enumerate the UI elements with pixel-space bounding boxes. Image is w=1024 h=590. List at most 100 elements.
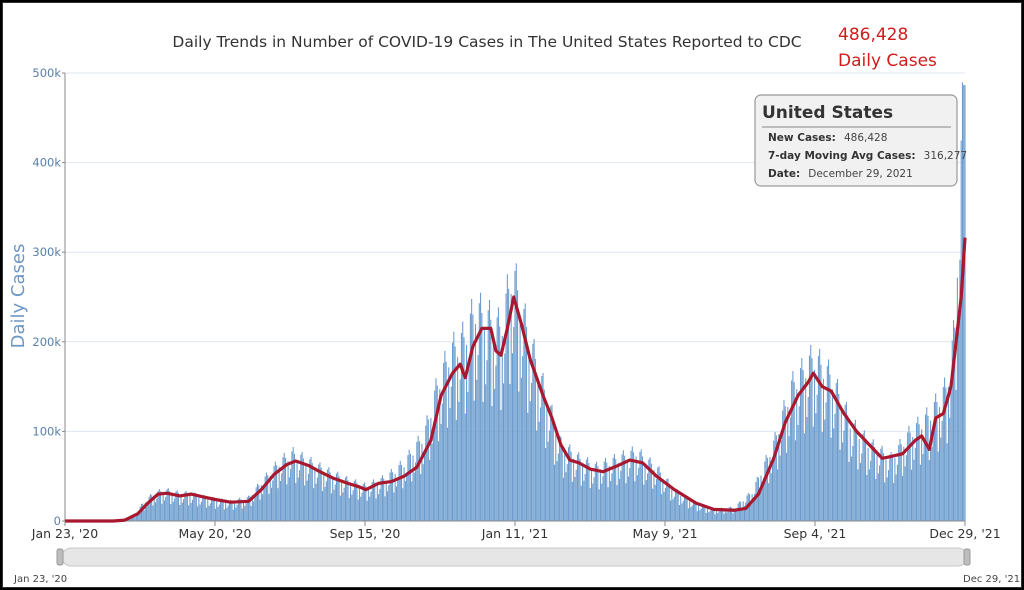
bar[interactable]: [653, 469, 655, 521]
bar[interactable]: [728, 507, 730, 521]
bar[interactable]: [641, 456, 644, 521]
bar[interactable]: [385, 480, 387, 521]
bar[interactable]: [691, 505, 693, 521]
navigator-track[interactable]: [61, 547, 968, 567]
bar[interactable]: [265, 472, 267, 521]
bar[interactable]: [147, 503, 149, 521]
bar[interactable]: [669, 500, 672, 521]
bar[interactable]: [564, 452, 566, 521]
bar[interactable]: [459, 379, 461, 521]
bar[interactable]: [622, 450, 624, 521]
bar[interactable]: [302, 458, 304, 521]
bar[interactable]: [520, 377, 522, 521]
bar[interactable]: [629, 468, 631, 521]
bar[interactable]: [649, 457, 651, 521]
bar[interactable]: [701, 505, 703, 521]
bar[interactable]: [692, 501, 694, 521]
bar[interactable]: [868, 469, 870, 521]
bar[interactable]: [487, 310, 489, 521]
bar[interactable]: [843, 430, 845, 521]
bar[interactable]: [492, 336, 494, 521]
bar[interactable]: [783, 400, 785, 521]
bar[interactable]: [621, 454, 623, 521]
bar[interactable]: [314, 468, 316, 521]
bar[interactable]: [316, 477, 318, 521]
bar[interactable]: [258, 485, 260, 521]
bar[interactable]: [444, 350, 446, 521]
bar[interactable]: [807, 396, 809, 521]
bar[interactable]: [431, 443, 433, 521]
bar[interactable]: [765, 455, 767, 521]
bar[interactable]: [852, 445, 854, 521]
bar[interactable]: [714, 514, 716, 521]
bar[interactable]: [260, 485, 262, 521]
bar[interactable]: [211, 498, 213, 521]
bar[interactable]: [777, 469, 779, 521]
bar[interactable]: [536, 430, 538, 522]
bar-series-new-cases[interactable]: [114, 82, 966, 522]
bar[interactable]: [755, 482, 757, 521]
bar[interactable]: [194, 492, 196, 521]
bar[interactable]: [389, 472, 391, 521]
bar[interactable]: [163, 500, 165, 521]
bar[interactable]: [916, 423, 918, 521]
bar[interactable]: [212, 497, 214, 521]
bar[interactable]: [613, 453, 615, 521]
bar[interactable]: [256, 483, 259, 521]
bar[interactable]: [181, 502, 183, 521]
bar[interactable]: [616, 485, 618, 521]
bar[interactable]: [523, 309, 525, 521]
bar[interactable]: [917, 416, 919, 521]
bar[interactable]: [597, 466, 599, 521]
bar[interactable]: [404, 481, 406, 521]
bar[interactable]: [282, 457, 284, 521]
bar[interactable]: [510, 294, 512, 521]
bar[interactable]: [320, 467, 322, 521]
bar[interactable]: [152, 505, 154, 521]
bar[interactable]: [610, 481, 612, 521]
bar[interactable]: [928, 459, 930, 521]
bar[interactable]: [891, 456, 893, 521]
bar[interactable]: [297, 477, 299, 521]
bar[interactable]: [811, 358, 813, 521]
bar[interactable]: [593, 477, 595, 521]
bar[interactable]: [754, 493, 756, 521]
bar[interactable]: [137, 514, 139, 521]
bar[interactable]: [160, 491, 162, 521]
bar[interactable]: [627, 476, 629, 521]
bar[interactable]: [926, 407, 928, 521]
bar[interactable]: [253, 501, 255, 521]
bar[interactable]: [356, 483, 358, 521]
range-navigator[interactable]: Jan 23, '20 Dec 29, '21: [13, 547, 1020, 585]
bar[interactable]: [612, 457, 614, 521]
bar[interactable]: [922, 454, 924, 521]
bar[interactable]: [546, 407, 548, 521]
bar[interactable]: [761, 486, 763, 521]
bar[interactable]: [254, 496, 256, 521]
bar[interactable]: [300, 454, 302, 521]
bar[interactable]: [457, 356, 459, 521]
bar[interactable]: [394, 473, 396, 521]
bar[interactable]: [583, 480, 585, 521]
bar[interactable]: [751, 494, 753, 521]
bar[interactable]: [213, 499, 215, 521]
bar[interactable]: [902, 475, 904, 521]
bar[interactable]: [140, 503, 143, 521]
bar[interactable]: [347, 480, 349, 521]
bar[interactable]: [681, 503, 683, 521]
bar[interactable]: [195, 495, 197, 521]
bar[interactable]: [158, 489, 160, 521]
bar[interactable]: [361, 492, 363, 521]
bar[interactable]: [635, 456, 637, 521]
bar[interactable]: [352, 490, 354, 521]
bar[interactable]: [949, 417, 951, 521]
bar[interactable]: [357, 499, 359, 521]
bar[interactable]: [246, 497, 248, 521]
bar[interactable]: [938, 407, 941, 521]
bar[interactable]: [226, 507, 228, 521]
bar[interactable]: [480, 292, 482, 521]
bar[interactable]: [412, 455, 414, 521]
bar[interactable]: [608, 466, 610, 521]
bar[interactable]: [230, 499, 232, 521]
bar[interactable]: [172, 501, 174, 521]
